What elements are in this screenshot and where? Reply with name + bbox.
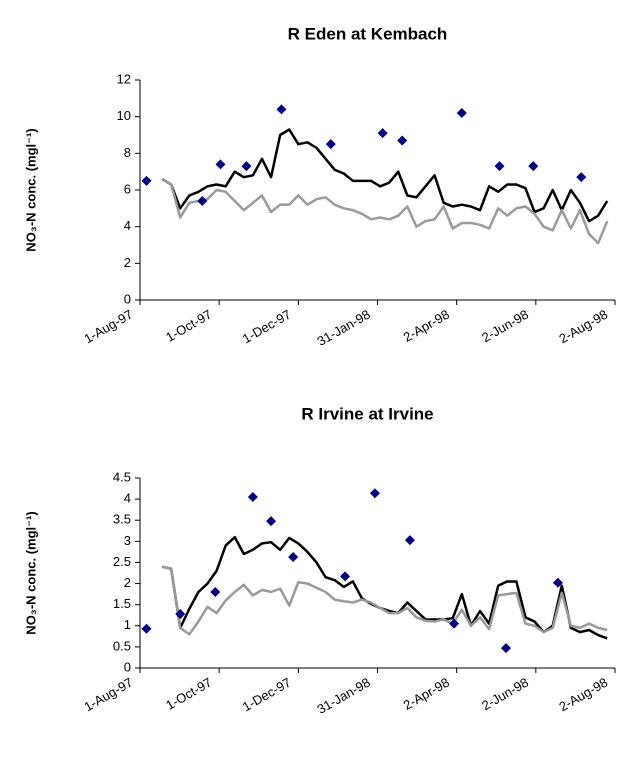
data-point: [266, 516, 277, 527]
data-point: [141, 623, 152, 634]
x-tick-label: 1-Aug-97: [81, 307, 135, 347]
x-tick-label: 1-Dec-97: [240, 675, 294, 715]
x-tick-label: 2-Apr-98: [401, 307, 452, 345]
x-tick-label: 31-Jan-98: [315, 675, 373, 717]
data-line: [161, 128, 609, 223]
y-tick-label: 1: [124, 617, 131, 632]
data-point: [397, 135, 408, 146]
y-tick-label: 10: [117, 108, 131, 123]
data-point: [500, 643, 511, 654]
y-tick-label: 6: [124, 181, 131, 196]
y-axis-label: NO₃-N conc. (mgl⁻¹): [23, 128, 38, 251]
data-point: [552, 577, 563, 588]
x-tick-label: 1-Oct-97: [163, 307, 214, 345]
data-point: [340, 571, 351, 582]
data-point: [369, 488, 380, 499]
y-tick-label: 8: [124, 145, 131, 160]
data-line: [161, 535, 608, 640]
y-tick-label: 1.5: [113, 596, 131, 611]
y-tick-label: 0: [124, 291, 131, 306]
x-tick-label: 1-Oct-97: [163, 675, 214, 713]
y-axis-label: NO₃-N conc. (mgl⁻¹): [23, 511, 38, 634]
x-tick-label: 1-Dec-97: [240, 307, 294, 347]
x-tick-label: 2-Aug-98: [556, 307, 610, 347]
chart-title: R Eden at Kembach: [288, 24, 448, 43]
data-point: [449, 618, 460, 629]
y-tick-label: 0: [124, 659, 131, 674]
data-point: [456, 108, 467, 118]
data-point: [141, 175, 152, 186]
x-tick-label: 2-Aug-98: [556, 675, 610, 715]
data-point: [404, 535, 415, 546]
data-point: [494, 161, 505, 172]
data-point: [175, 608, 186, 619]
y-tick-label: 2: [124, 575, 131, 590]
data-point: [325, 139, 336, 150]
y-tick-label: 3: [124, 533, 131, 548]
data-line: [161, 177, 609, 245]
data-point: [377, 128, 388, 139]
x-tick-label: 2-Jun-98: [479, 307, 531, 346]
y-tick-label: 4.5: [113, 469, 131, 484]
data-point: [247, 492, 258, 502]
data-point: [528, 161, 539, 172]
y-tick-label: 0.5: [113, 638, 131, 653]
data-point: [215, 159, 226, 170]
y-tick-label: 2.5: [113, 554, 131, 569]
data-point: [241, 161, 252, 172]
data-point: [210, 587, 221, 597]
data-point: [576, 172, 587, 183]
data-point: [288, 551, 299, 562]
data-line: [161, 565, 608, 636]
x-tick-label: 2-Apr-98: [401, 675, 452, 713]
x-tick-label: 1-Aug-97: [81, 675, 135, 715]
data-point: [197, 196, 208, 206]
data-point: [276, 104, 287, 115]
x-tick-label: 31-Jan-98: [315, 307, 373, 349]
y-tick-label: 2: [124, 255, 131, 270]
y-tick-label: 4: [124, 218, 131, 233]
y-tick-label: 12: [117, 71, 131, 86]
chart-title: R Irvine at Irvine: [301, 404, 433, 423]
y-tick-label: 4: [124, 491, 131, 506]
x-tick-label: 2-Jun-98: [479, 675, 531, 714]
y-tick-label: 3.5: [113, 512, 131, 527]
